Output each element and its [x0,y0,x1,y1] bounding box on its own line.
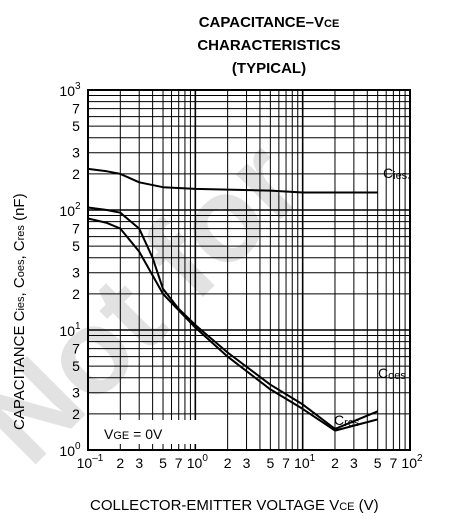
x-tick-label-minor: 2 [331,455,339,471]
chart-series [87,167,379,432]
y-tick-label-minor: 5 [72,358,80,374]
y-tick-label-minor: 5 [72,118,80,134]
x-tick-label-major: 100 [187,453,209,471]
x-tick-label-minor: 2 [116,455,124,471]
x-tick-label-major: 102 [401,453,423,471]
y-tick-label-minor: 7 [72,221,80,237]
vge-annotation-box [98,420,198,444]
y-tick-label-minor: 3 [72,145,80,161]
plot-frame [87,89,411,451]
y-tick-label-minor: 7 [72,341,80,357]
x-axis-label: COLLECTOR-EMITTER VOLTAGE VCE (V) [90,497,379,514]
y-tick-label-major: 102 [59,201,81,219]
y-tick-label-minor: 2 [72,286,80,302]
series-label-cies: Cies [383,165,408,182]
x-tick-label-minor: 7 [389,455,397,471]
y-tick-label-major: 103 [59,81,81,99]
y-tick-label-minor: 5 [72,238,80,254]
series-label-cres: Cres [334,412,360,429]
y-tick-label-minor: 7 [72,101,80,117]
series-label-coes: Coes [378,365,406,382]
y-tick-label-minor: 3 [72,265,80,281]
y-tick-label-major: 100 [59,441,81,459]
x-tick-label-minor: 5 [159,455,167,471]
x-tick-label-minor: 3 [135,455,143,471]
x-tick-label-minor: 2 [224,455,232,471]
x-tick-label-minor: 5 [266,455,274,471]
y-tick-label-minor: 2 [72,406,80,422]
vge-annotation: VGE = 0V [98,420,198,444]
x-tick-label-minor: 7 [175,455,183,471]
chart-title-subscript: CE [324,18,339,30]
series-line-cres [87,217,378,432]
chart-title-line-1: CAPACITANCE–VCE [199,14,340,31]
y-tick-label-minor: 3 [72,385,80,401]
x-tick-label-minor: 5 [374,455,382,471]
chart-title-line-3: (TYPICAL) [232,60,306,77]
y-axis-label: CAPACITANCE Cies, Coes, Cres (nF) [11,193,28,430]
chart-grid [88,90,410,450]
series-line-cies [87,167,378,194]
x-tick-label-minor: 3 [243,455,251,471]
x-tick-label-major: 101 [294,453,316,471]
chart-title-main: CAPACITANCE–V [199,14,324,31]
x-tick-label-minor: 7 [282,455,290,471]
x-tick-label-minor: 3 [350,455,358,471]
y-tick-label-minor: 2 [72,166,80,182]
x-tick-label-major: 10–1 [77,453,104,471]
y-tick-label-major: 101 [59,321,81,339]
vge-annotation-text: VGE = 0V [104,426,163,442]
chart-title-line-2: CHARACTERISTICS [197,37,340,54]
